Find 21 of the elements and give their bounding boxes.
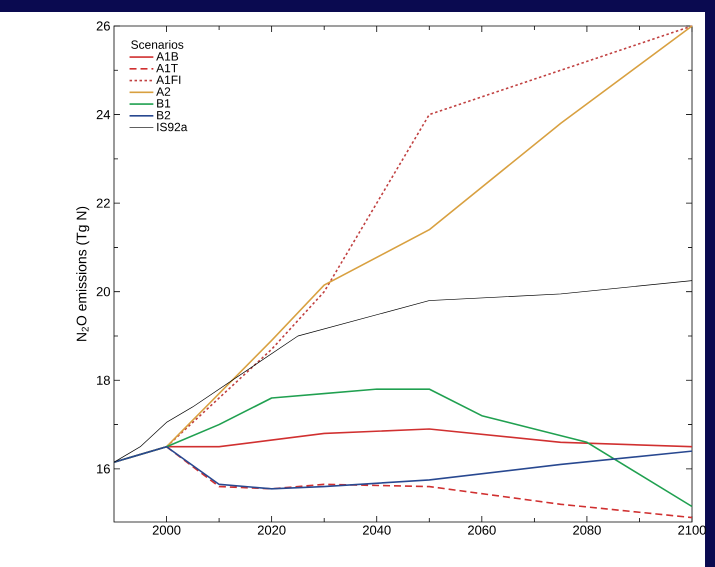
legend-label: IS92a — [157, 122, 188, 132]
y-tick-label: 20 — [96, 287, 110, 296]
y-tick-label: 18 — [97, 376, 110, 385]
legend-label: A2 — [156, 87, 170, 96]
x-tick-label: 2060 — [468, 526, 496, 535]
y-tick-label: 22 — [96, 198, 110, 208]
legend-title: Scenarios — [131, 40, 184, 49]
legend-label: A1FI — [156, 76, 180, 84]
x-tick-label: 2020 — [258, 526, 286, 535]
x-tick-label: 2040 — [362, 526, 391, 535]
y-tick-label: 24 — [96, 110, 110, 120]
legend-label: A1B — [156, 52, 178, 60]
line-series — [113, 446, 693, 490]
y-axis-title: N$_{2}$O emissions (Tg N) — [76, 206, 90, 341]
x-tick-label: 2000 — [152, 526, 180, 535]
legend-label: A1T — [156, 64, 178, 72]
legend-label: B1 — [157, 99, 170, 108]
legend-label: B2 — [157, 110, 170, 120]
y-tick-label: 26 — [96, 21, 110, 31]
x-tick-label: 2080 — [573, 526, 601, 535]
y-tick-label: 16 — [97, 464, 110, 474]
